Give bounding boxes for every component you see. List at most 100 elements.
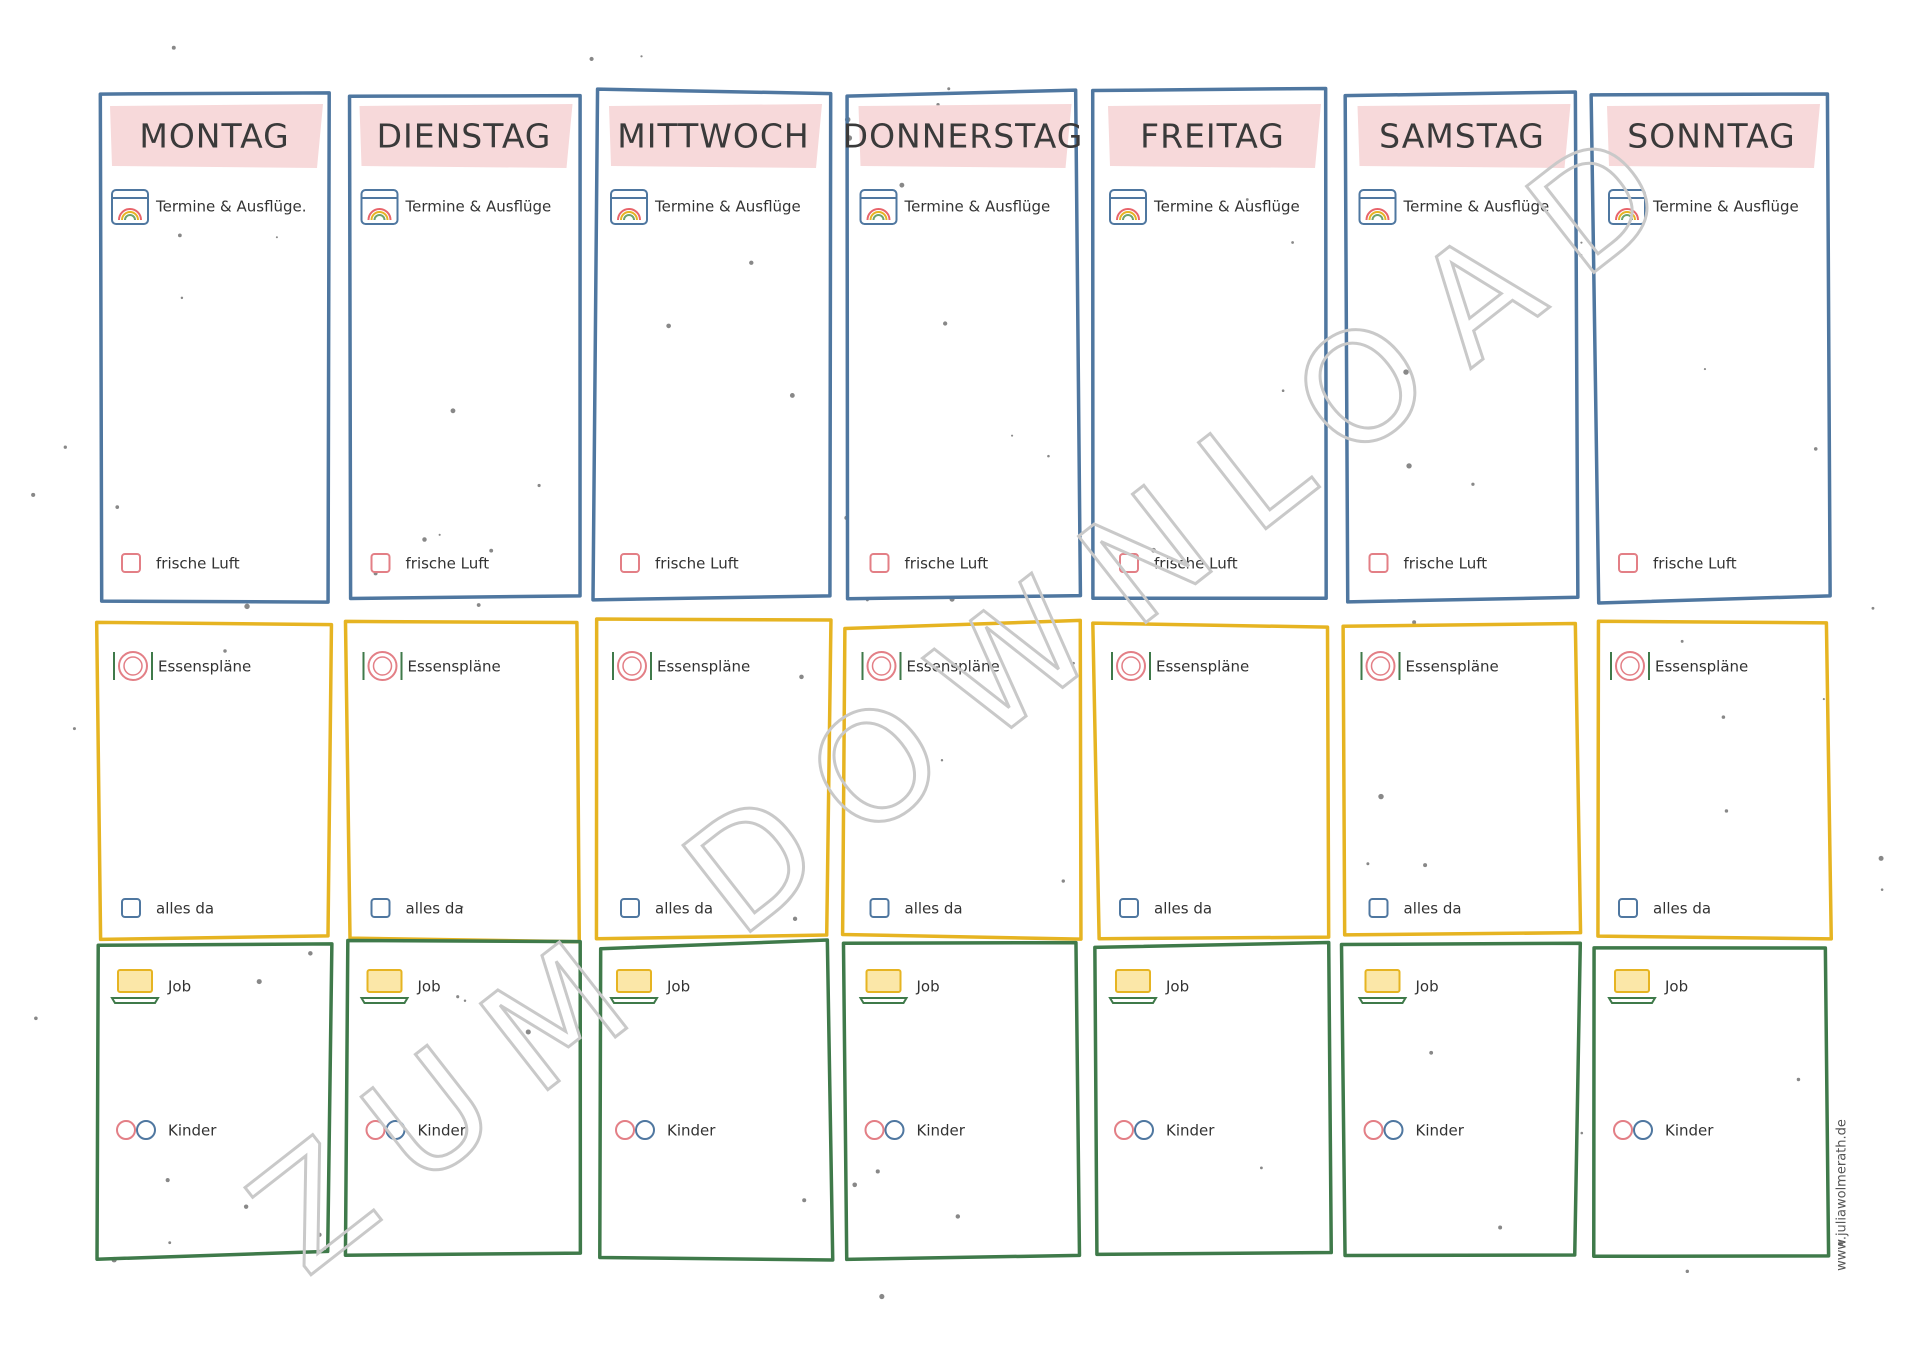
icon-kid <box>1383 1120 1404 1140</box>
icon-plate <box>123 656 143 676</box>
label-appointments: Termine & Ausflüge. <box>155 198 307 216</box>
label-appointments: Termine & Ausflüge <box>1153 198 1300 216</box>
speckle <box>640 55 643 58</box>
speckle <box>789 393 795 398</box>
icon-laptop <box>1614 969 1650 993</box>
label-all-there: alles da <box>905 900 963 918</box>
icon-laptop <box>366 969 403 993</box>
speckle <box>1813 447 1818 451</box>
title-band <box>359 104 573 168</box>
day-title: MITTWOCH <box>617 117 809 156</box>
checkbox <box>869 898 890 918</box>
speckle <box>1403 369 1409 375</box>
speckle <box>879 1293 885 1300</box>
day-title: FREITAG <box>1140 117 1285 156</box>
speckle <box>489 548 494 553</box>
speckle <box>589 56 594 62</box>
speckle <box>275 236 278 239</box>
title-band <box>609 104 822 168</box>
label-all-there: alles da <box>1404 900 1462 918</box>
icon-kid <box>864 1120 885 1140</box>
icon-part <box>1621 214 1633 221</box>
speckle <box>243 1204 249 1209</box>
icon-laptop <box>858 997 909 1004</box>
label-job: Job <box>167 978 191 996</box>
speckle <box>438 533 441 536</box>
speckle <box>1703 368 1707 371</box>
speckle <box>1366 862 1370 866</box>
icon-plate <box>367 651 398 681</box>
icon-part <box>373 214 386 221</box>
label-appointments: Termine & Ausflüge <box>1403 198 1550 216</box>
calendar-icon <box>610 189 648 225</box>
icon-laptop <box>1108 997 1158 1004</box>
speckle <box>1011 434 1014 437</box>
checkbox <box>1618 553 1638 573</box>
speckle <box>463 999 467 1003</box>
label-kids: Kinder <box>418 1122 467 1140</box>
checkbox <box>370 898 391 918</box>
day-box-work <box>598 938 835 1262</box>
speckle <box>308 951 313 956</box>
label-appointments: Termine & Ausflüge <box>904 198 1051 216</box>
icon-plate <box>866 651 897 681</box>
speckle <box>955 1214 961 1219</box>
day-box-meals <box>840 618 1083 941</box>
speckle <box>34 1016 38 1021</box>
checkbox <box>1368 553 1389 573</box>
speckle <box>799 674 804 680</box>
speckle <box>875 1169 880 1174</box>
icon-part <box>859 189 898 225</box>
icon-part <box>1116 208 1140 221</box>
day-title: SONNTAG <box>1627 117 1795 156</box>
label-job: Job <box>1165 978 1189 996</box>
speckle <box>450 408 456 414</box>
label-appointments: Termine & Ausflüge <box>405 198 552 216</box>
icon-part <box>1109 189 1147 225</box>
credit: www.juliawolmerath.de <box>1835 1119 1850 1271</box>
checkbox <box>1119 553 1139 573</box>
label-job: Job <box>916 978 940 996</box>
speckle <box>422 537 427 542</box>
day-box-work <box>343 938 583 1257</box>
speckle <box>168 1241 172 1245</box>
speckle <box>72 727 76 731</box>
speckle <box>1580 1131 1584 1135</box>
speckle <box>1291 241 1294 244</box>
speckle <box>1871 606 1875 610</box>
icon-part <box>1371 214 1384 221</box>
icon-part <box>370 211 389 221</box>
icon-plate <box>1370 656 1391 676</box>
icon-part <box>1358 189 1397 225</box>
icon-kid <box>1114 1120 1134 1140</box>
day-box-top <box>591 87 833 602</box>
icon-plate <box>1365 651 1396 681</box>
checkbox <box>869 553 890 573</box>
speckle <box>1498 1225 1503 1230</box>
speckle <box>1429 1050 1434 1055</box>
speckle <box>1724 809 1729 813</box>
label-kids: Kinder <box>1166 1122 1215 1140</box>
day-box-meals <box>1091 621 1331 941</box>
day-box-meals <box>94 620 334 942</box>
calendar-icon <box>1109 189 1147 225</box>
label-job: Job <box>1415 978 1439 996</box>
label-job: Job <box>417 978 441 996</box>
speckle <box>1878 855 1884 861</box>
speckle <box>31 492 36 497</box>
checkbox <box>121 553 141 573</box>
icon-laptop <box>1607 997 1657 1004</box>
icon-part <box>866 208 891 221</box>
label-meals: Essenspläne <box>907 658 1000 676</box>
speckle <box>244 603 250 610</box>
label-all-there: alles da <box>655 900 713 918</box>
speckle <box>1406 463 1412 469</box>
checkbox <box>1119 898 1139 918</box>
day-title: MONTAG <box>139 117 289 156</box>
calendar-icon <box>859 189 898 225</box>
speckle <box>223 649 227 653</box>
icon-kid <box>116 1120 136 1140</box>
speckle <box>947 87 951 91</box>
icon-kid <box>1134 1120 1154 1140</box>
speckle <box>165 1178 170 1183</box>
